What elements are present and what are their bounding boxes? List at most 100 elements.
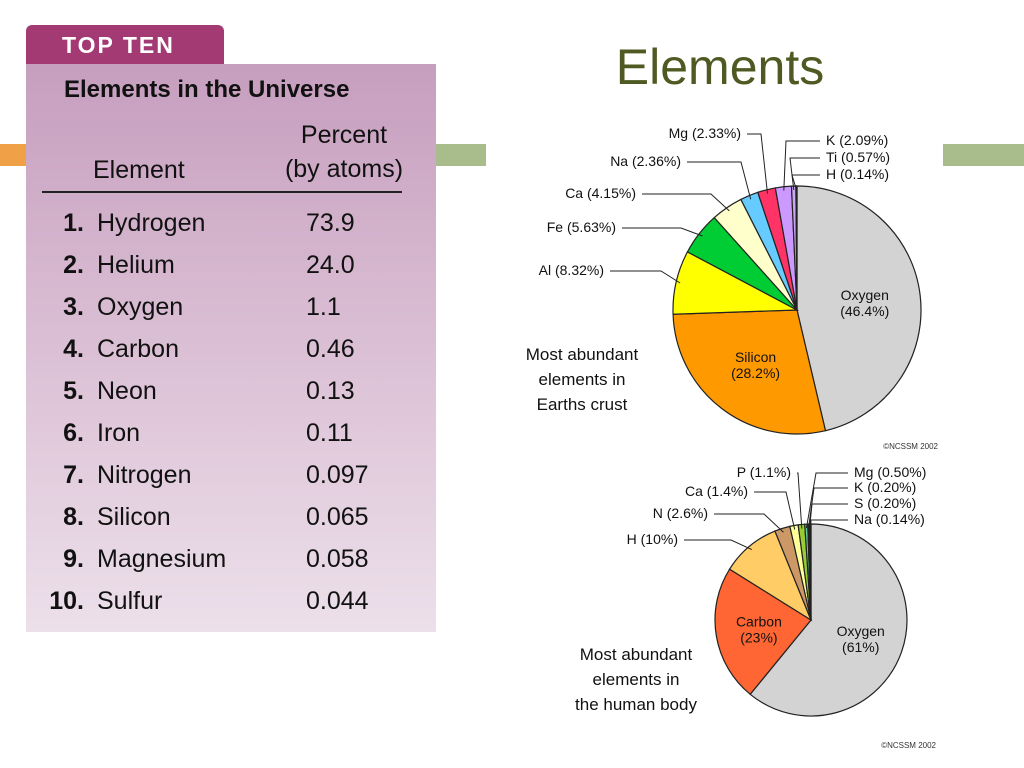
table-row: 9. Magnesium 0.058 xyxy=(26,545,436,587)
slice-label: H (0.14%) xyxy=(826,166,889,182)
row-percent: 0.11 xyxy=(306,419,353,447)
slice-label: K (0.20%) xyxy=(854,479,916,495)
leader-line xyxy=(622,227,703,237)
table-row: 4. Carbon 0.46 xyxy=(26,335,436,377)
slice-label: Al (8.32%) xyxy=(539,262,604,278)
accent-bar-middle xyxy=(436,144,486,166)
row-percent: 0.13 xyxy=(306,377,355,405)
row-element: Nitrogen xyxy=(97,461,192,489)
row-element: Magnesium xyxy=(97,545,227,573)
slice-label: Ca (1.4%) xyxy=(685,483,748,499)
leader-line xyxy=(791,174,820,191)
table-row: 2. Helium 24.0 xyxy=(26,251,436,293)
row-element: Neon xyxy=(97,377,157,405)
slice-label: Mg (2.33%) xyxy=(669,125,741,141)
table-row: 7. Nitrogen 0.097 xyxy=(26,461,436,503)
credit-text: ©NCSSM 2002 xyxy=(883,442,938,451)
slice-label: H (10%) xyxy=(627,531,678,547)
pie-slice xyxy=(714,568,812,696)
slide-title: Elements xyxy=(615,39,825,95)
pie-slice xyxy=(796,185,922,432)
row-percent: 0.044 xyxy=(306,587,369,615)
leader-line xyxy=(808,487,848,529)
table-title: Elements in the Universe xyxy=(64,76,350,103)
row-element: Carbon xyxy=(97,335,179,363)
table-row: 10. Sulfur 0.044 xyxy=(26,587,436,629)
row-rank: 3. xyxy=(63,293,84,321)
leader-line xyxy=(797,472,803,529)
row-rank: 4. xyxy=(63,335,84,363)
chart-caption: Earths crust xyxy=(537,395,628,414)
row-rank: 8. xyxy=(63,503,84,531)
chart-caption: elements in xyxy=(593,670,680,689)
universe-elements-table: Elements in the Universe Element Percent… xyxy=(26,64,436,632)
pie-slice xyxy=(795,185,798,311)
column-header-percent: Percent (by atoms) xyxy=(274,118,414,186)
row-rank: 9. xyxy=(63,545,84,573)
slice-percent: (46.4%) xyxy=(840,303,889,319)
pie-slice xyxy=(672,309,827,435)
slice-percent: (23%) xyxy=(740,630,777,646)
table-row: 1. Hydrogen 73.9 xyxy=(26,209,436,251)
slice-label: S (0.20%) xyxy=(854,495,916,511)
row-rank: 5. xyxy=(63,377,84,405)
column-header-element: Element xyxy=(93,156,185,184)
table-row: 8. Silicon 0.065 xyxy=(26,503,436,545)
slice-label: Ca (4.15%) xyxy=(565,185,636,201)
slice-label: Carbon xyxy=(736,614,782,630)
table-row: 6. Iron 0.11 xyxy=(26,419,436,461)
slice-label: Silicon xyxy=(735,349,776,365)
row-percent: 0.46 xyxy=(306,335,355,363)
leader-line xyxy=(783,140,820,191)
earth-crust-pie-chart: Oxygen(46.4%) Silicon(28.2%) Al (8.32%) Fe … xyxy=(486,110,943,454)
slice-label: Na (2.36%) xyxy=(610,153,681,169)
row-element: Sulfur xyxy=(97,587,163,615)
leader-line xyxy=(687,161,752,200)
leader-line xyxy=(805,472,848,529)
row-element: Hydrogen xyxy=(97,209,206,237)
row-percent: 73.9 xyxy=(306,209,355,237)
row-percent: 1.1 xyxy=(306,293,341,321)
slice-label: Oxygen xyxy=(837,623,885,639)
pie-slice xyxy=(809,523,812,621)
row-element: Silicon xyxy=(97,503,171,531)
row-percent: 24.0 xyxy=(306,251,355,279)
header-rule xyxy=(42,191,402,193)
slice-label: Mg (0.50%) xyxy=(854,464,926,480)
column-header-percent-line2: (by atoms) xyxy=(284,155,404,183)
table-row: 5. Neon 0.13 xyxy=(26,377,436,419)
row-percent: 0.058 xyxy=(306,545,369,573)
slice-percent: (61%) xyxy=(842,639,879,655)
table-row: 3. Oxygen 1.1 xyxy=(26,293,436,335)
row-element: Helium xyxy=(97,251,175,279)
row-percent: 0.097 xyxy=(306,461,369,489)
row-rank: 2. xyxy=(63,251,84,279)
row-rank: 6. xyxy=(63,419,84,447)
pie-slice xyxy=(749,523,908,717)
leader-line xyxy=(809,503,848,529)
leader-line xyxy=(754,491,796,530)
human-body-pie-chart: Oxygen(61%) Carbon(23%) H (10%) N (2.6%) Ca … xyxy=(486,457,943,757)
credit-text: ©NCSSM 2002 xyxy=(881,741,936,750)
chart-caption: Most abundant xyxy=(526,345,639,364)
accent-bar-right xyxy=(943,144,1024,166)
top-ten-tab: TOP TEN xyxy=(26,25,224,65)
row-rank: 1. xyxy=(63,209,84,237)
slice-label: N (2.6%) xyxy=(653,505,708,521)
leader-line xyxy=(684,539,753,551)
column-header-percent-line1: Percent xyxy=(300,121,388,149)
row-percent: 0.065 xyxy=(306,503,369,531)
slice-label: Ti (0.57%) xyxy=(826,149,890,165)
slice-label: Oxygen xyxy=(841,287,889,303)
slice-label: Fe (5.63%) xyxy=(547,219,616,235)
row-rank: 10. xyxy=(49,587,84,615)
leader-line xyxy=(789,157,820,191)
leader-line xyxy=(642,193,730,212)
chart-caption: the human body xyxy=(575,695,697,714)
slice-percent: (28.2%) xyxy=(731,365,780,381)
slice-label: K (2.09%) xyxy=(826,132,888,148)
slice-label: P (1.1%) xyxy=(737,464,791,480)
chart-caption: elements in xyxy=(539,370,626,389)
chart-caption: Most abundant xyxy=(580,645,693,664)
row-element: Iron xyxy=(97,419,141,447)
